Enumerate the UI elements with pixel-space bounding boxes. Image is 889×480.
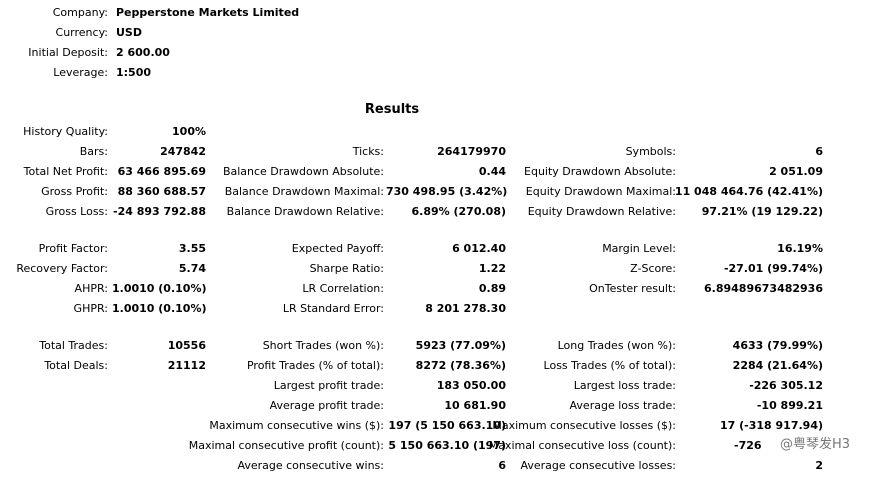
ahpr-label: AHPR: xyxy=(74,282,108,295)
profit-factor-value: 3.55 xyxy=(178,242,206,255)
short-trades-label: Short Trades (won %): xyxy=(262,339,384,352)
watermark: @粤琴发H3 xyxy=(780,437,851,452)
total-trades-label: Total Trades: xyxy=(39,339,108,352)
max-consecutive-wins-label: Maximum consecutive wins ($): xyxy=(209,419,384,432)
average-profit-trade-value: 10 681.90 xyxy=(444,399,506,412)
balance-dd-absolute-label: Balance Drawdown Absolute: xyxy=(222,165,384,178)
largest-profit-trade-label: Largest profit trade: xyxy=(273,379,384,392)
ontester-result-label: OnTester result: xyxy=(589,282,676,295)
max-consecutive-losses-value: 17 (-318 917.94) xyxy=(720,419,823,432)
sharpe-ratio-label: Sharpe Ratio: xyxy=(309,262,384,275)
loss-trades-value: 2284 (21.64%) xyxy=(732,359,823,372)
expected-payoff-label: Expected Payoff: xyxy=(291,242,384,255)
history-quality-value: 100% xyxy=(172,125,206,138)
average-consecutive-wins-label: Average consecutive wins: xyxy=(237,459,384,472)
long-trades-value: 4633 (79.99%) xyxy=(732,339,823,352)
long-trades-label: Long Trades (won %): xyxy=(557,339,676,352)
bars-value: 247842 xyxy=(160,145,206,158)
history-quality-label: History Quality: xyxy=(23,125,108,138)
company-value: Pepperstone Markets Limited xyxy=(116,6,300,19)
profit-factor-label: Profit Factor: xyxy=(38,242,108,255)
company-label: Company: xyxy=(52,6,108,19)
average-consecutive-losses-label: Average consecutive losses: xyxy=(520,459,676,472)
currency-value: USD xyxy=(116,26,142,39)
equity-dd-absolute-label: Equity Drawdown Absolute: xyxy=(524,165,676,178)
ahpr-value: 1.0010 (0.10%) xyxy=(112,282,207,295)
balance-dd-maximal-value: 730 498.95 (3.42%) xyxy=(386,185,508,198)
sharpe-ratio-value: 1.22 xyxy=(478,262,506,275)
total-net-profit-label: Total Net Profit: xyxy=(23,165,108,178)
gross-profit-value: 88 360 688.57 xyxy=(117,185,206,198)
ghpr-label: GHPR: xyxy=(73,302,108,315)
recovery-factor-label: Recovery Factor: xyxy=(16,262,108,275)
max-consecutive-profit-value: 5 150 663.10 (197) xyxy=(388,439,506,452)
average-consecutive-wins-value: 6 xyxy=(498,459,506,472)
max-consecutive-losses-label: Maximum consecutive losses ($): xyxy=(492,419,676,432)
results-title: Results xyxy=(364,102,420,117)
margin-level-value: 16.19% xyxy=(777,242,823,255)
balance-dd-maximal-label: Balance Drawdown Maximal: xyxy=(224,185,384,198)
initial-deposit-label: Initial Deposit: xyxy=(28,46,108,59)
recovery-factor-value: 5.74 xyxy=(178,262,206,275)
equity-dd-absolute-value: 2 051.09 xyxy=(769,165,823,178)
lr-standard-error-label: LR Standard Error: xyxy=(282,302,384,315)
equity-dd-relative-label: Equity Drawdown Relative: xyxy=(527,205,676,218)
symbols-label: Symbols: xyxy=(625,145,676,158)
total-deals-label: Total Deals: xyxy=(44,359,108,372)
gross-loss-label: Gross Loss: xyxy=(45,205,108,218)
leverage-value: 1:500 xyxy=(116,66,152,79)
short-trades-value: 5923 (77.09%) xyxy=(415,339,506,352)
largest-loss-trade-value: -226 305.12 xyxy=(749,379,823,392)
total-deals-value: 21112 xyxy=(167,359,206,372)
equity-dd-relative-value: 97.21% (19 129.22) xyxy=(701,205,823,218)
max-consecutive-loss-label: Maximal consecutive loss (count): xyxy=(488,439,676,452)
largest-loss-trade-label: Largest loss trade: xyxy=(573,379,676,392)
balance-dd-absolute-value: 0.44 xyxy=(478,165,506,178)
average-loss-trade-label: Average loss trade: xyxy=(569,399,676,412)
bars-label: Bars: xyxy=(79,145,108,158)
total-trades-value: 10556 xyxy=(167,339,206,352)
leverage-label: Leverage: xyxy=(53,66,108,79)
lr-correlation-label: LR Correlation: xyxy=(302,282,384,295)
lr-correlation-value: 0.89 xyxy=(478,282,506,295)
margin-level-label: Margin Level: xyxy=(602,242,676,255)
ontester-result-value: 6.89489673482936 xyxy=(704,282,823,295)
z-score-value: -27.01 (99.74%) xyxy=(723,262,823,275)
symbols-value: 6 xyxy=(815,145,823,158)
equity-dd-maximal-value: 11 048 464.76 (42.41%) xyxy=(674,185,823,198)
max-consecutive-wins-value: 197 (5 150 663.10) xyxy=(388,419,506,432)
z-score-label: Z-Score: xyxy=(630,262,676,275)
largest-profit-trade-value: 183 050.00 xyxy=(436,379,506,392)
initial-deposit-value: 2 600.00 xyxy=(116,46,170,59)
average-profit-trade-label: Average profit trade: xyxy=(269,399,384,412)
profit-trades-label: Profit Trades (% of total): xyxy=(246,359,384,372)
currency-label: Currency: xyxy=(55,26,108,39)
total-net-profit-value: 63 466 895.69 xyxy=(117,165,206,178)
average-loss-trade-value: -10 899.21 xyxy=(756,399,823,412)
gross-profit-label: Gross Profit: xyxy=(41,185,108,198)
profit-trades-value: 8272 (78.36%) xyxy=(415,359,506,372)
max-consecutive-loss-value: -726 xyxy=(734,439,762,452)
balance-dd-relative-label: Balance Drawdown Relative: xyxy=(226,205,384,218)
balance-dd-relative-value: 6.89% (270.08) xyxy=(411,205,507,218)
expected-payoff-value: 6 012.40 xyxy=(452,242,506,255)
lr-standard-error-value: 8 201 278.30 xyxy=(425,302,506,315)
ticks-label: Ticks: xyxy=(352,145,384,158)
ticks-value: 264179970 xyxy=(437,145,506,158)
max-consecutive-profit-label: Maximal consecutive profit (count): xyxy=(188,439,384,452)
gross-loss-value: -24 893 792.88 xyxy=(113,205,206,218)
ghpr-value: 1.0010 (0.10%) xyxy=(112,302,207,315)
loss-trades-label: Loss Trades (% of total): xyxy=(543,359,676,372)
equity-dd-maximal-label: Equity Drawdown Maximal: xyxy=(525,185,676,198)
average-consecutive-losses-value: 2 xyxy=(815,459,823,472)
